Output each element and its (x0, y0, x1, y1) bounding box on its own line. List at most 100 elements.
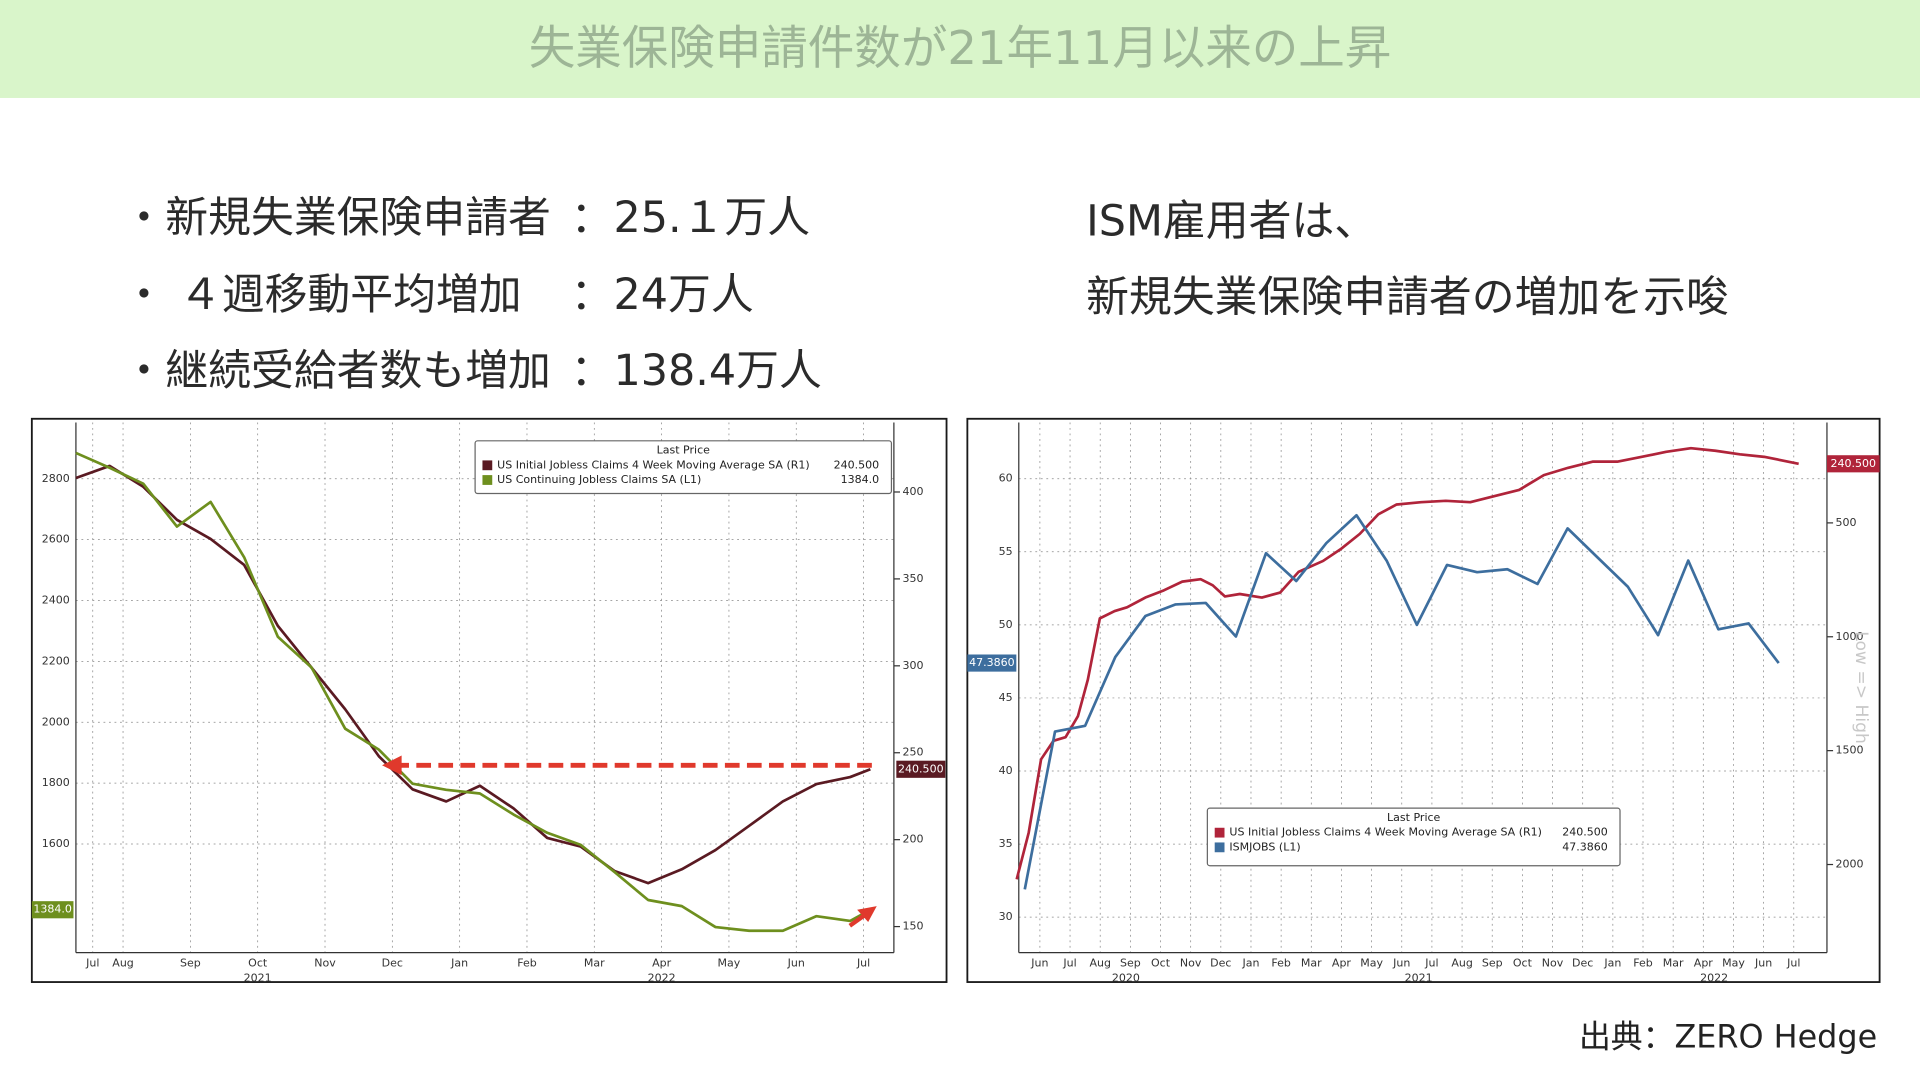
chart-frame (966, 417, 1881, 983)
legend-label: US Initial Jobless Claims 4 Week Moving … (497, 458, 810, 471)
x-tick-label: Oct (1151, 957, 1171, 970)
y2-tick-label: 300 (902, 659, 923, 672)
x-tick-label: Mar (1663, 957, 1684, 970)
x-tick-label: Mar (1301, 957, 1322, 970)
bullet-label: ・ ４週移動平均増加 (122, 270, 521, 320)
x-tick-label: May (718, 957, 741, 970)
x-tick-label: Jan (1241, 957, 1259, 970)
legend-box (1206, 807, 1621, 867)
legend-box (474, 440, 893, 495)
last-value-label: 1384.0 (33, 903, 72, 916)
x-tick-label: Jul (1786, 957, 1800, 970)
x-tick-label: Oct (1513, 957, 1533, 970)
x-tick-label: Aug (1451, 957, 1473, 970)
x-tick-label: Nov (1180, 957, 1202, 970)
x-tick-label: Sep (180, 957, 201, 970)
note-line: 新規失業保険申請者の増加を示唆 (1086, 273, 1729, 323)
bullet-label: ・継続受給者数も増加 (122, 346, 550, 396)
x-group-label: 2020 (1112, 971, 1140, 984)
y2-tick-label: 2000 (1836, 858, 1864, 871)
arrow-head (382, 755, 402, 776)
slide-content: 失業保険申請件数が21年11月以来の上昇 ・新規失業保険申請者 ：25.１万人 … (0, 0, 1920, 1055)
y-tick-label: 2400 (42, 594, 70, 607)
legend-title: Last Price (1387, 811, 1441, 824)
series-line (1015, 446, 1799, 880)
y-tick-label: 30 (999, 910, 1013, 923)
y-tick-label: 2800 (42, 472, 70, 485)
y2-tick-label: 400 (902, 485, 923, 498)
x-tick-label: Dec (1210, 957, 1231, 970)
x-tick-label: Aug (1089, 957, 1111, 970)
x-tick-label: Jan (1603, 957, 1621, 970)
x-tick-label: Apr (1332, 957, 1352, 970)
legend-value: 240.500 (834, 458, 880, 471)
chart-frame (30, 417, 948, 983)
legend-value: 1384.0 (841, 473, 880, 486)
chart: 30 35 40 45 50 55 60 500 1000 1500 2000 Jun Jul Aug Se… (966, 417, 1881, 984)
x-group-label: 2021 (1405, 971, 1433, 984)
x-tick-label: Aug (112, 957, 134, 970)
x-tick-label: Apr (652, 957, 672, 970)
y-tick-label: 2600 (42, 533, 70, 546)
x-tick-label: Jul (1062, 957, 1076, 970)
x-tick-label: Mar (584, 957, 605, 970)
last-value-tag (967, 654, 1017, 672)
x-tick-label: Jan (450, 957, 468, 970)
x-tick-label: Sep (1120, 957, 1141, 970)
x-group-label: 2021 (244, 971, 272, 984)
right-axis-label: Low => High (1851, 631, 1871, 744)
x-tick-label: Sep (1482, 957, 1503, 970)
x-tick-label: Nov (314, 957, 336, 970)
legend-swatch (482, 460, 493, 471)
y-tick-label: 60 (999, 472, 1013, 485)
legend-value: 240.500 (1562, 826, 1608, 839)
series-line (1023, 513, 1780, 890)
chart: 1600 1800 2000 2200 2400 2600 2800 150 200 250 300… (30, 417, 948, 984)
annotation-arrows (382, 755, 877, 928)
x-tick-label: Dec (382, 957, 403, 970)
legend-label: ISMJOBS (L1) (1229, 840, 1300, 853)
series-line (75, 464, 871, 885)
y2-tick-label: 500 (1836, 516, 1857, 529)
x-tick-label: Feb (1271, 957, 1291, 970)
arrow-head (857, 906, 877, 923)
last-value-label: 240.500 (898, 762, 944, 775)
bullet-value: ：138.4万人 (571, 346, 822, 396)
x-tick-label: Feb (517, 957, 537, 970)
slide-title: 失業保険申請件数が21年11月以来の上昇 (529, 21, 1392, 75)
y-tick-label: 45 (999, 691, 1013, 704)
legend-swatch (1214, 827, 1225, 838)
y-tick-label: 1800 (42, 776, 70, 789)
bullet-value: ：25.１万人 (571, 193, 811, 243)
y-tick-label: 1600 (42, 837, 70, 850)
x-tick-label: Dec (1572, 957, 1593, 970)
x-group-label: 2022 (648, 971, 676, 984)
x-tick-label: Jul (1424, 957, 1438, 970)
x-tick-label: Jun (1754, 957, 1772, 970)
y2-tick-label: 1500 (1836, 744, 1864, 757)
last-value-label: 240.500 (1830, 457, 1876, 470)
x-tick-label: Apr (1694, 957, 1714, 970)
y2-tick-label: 1000 (1836, 630, 1864, 643)
x-tick-label: Jul (85, 957, 99, 970)
y-tick-label: 40 (999, 764, 1013, 777)
x-group-label: 2022 (1700, 971, 1728, 984)
legend-label: US Continuing Jobless Claims SA (L1) (497, 473, 701, 486)
legend-swatch (1214, 842, 1225, 853)
source: 出典：ZERO Hedge (1579, 1017, 1877, 1055)
x-tick-label: Nov (1542, 957, 1564, 970)
x-tick-label: May (1722, 957, 1745, 970)
legend-title: Last Price (657, 444, 711, 457)
series-line (75, 451, 872, 933)
y-tick-label: 50 (999, 618, 1013, 631)
last-value-tag (31, 901, 74, 919)
last-value-tag (896, 760, 946, 778)
x-tick-label: Jul (856, 957, 870, 970)
x-tick-label: Jun (787, 957, 805, 970)
legend-swatch (482, 475, 493, 485)
legend-value: 47.3860 (1562, 840, 1608, 853)
y-tick-label: 35 (999, 837, 1013, 850)
bullet-value: ：24万人 (571, 270, 754, 320)
